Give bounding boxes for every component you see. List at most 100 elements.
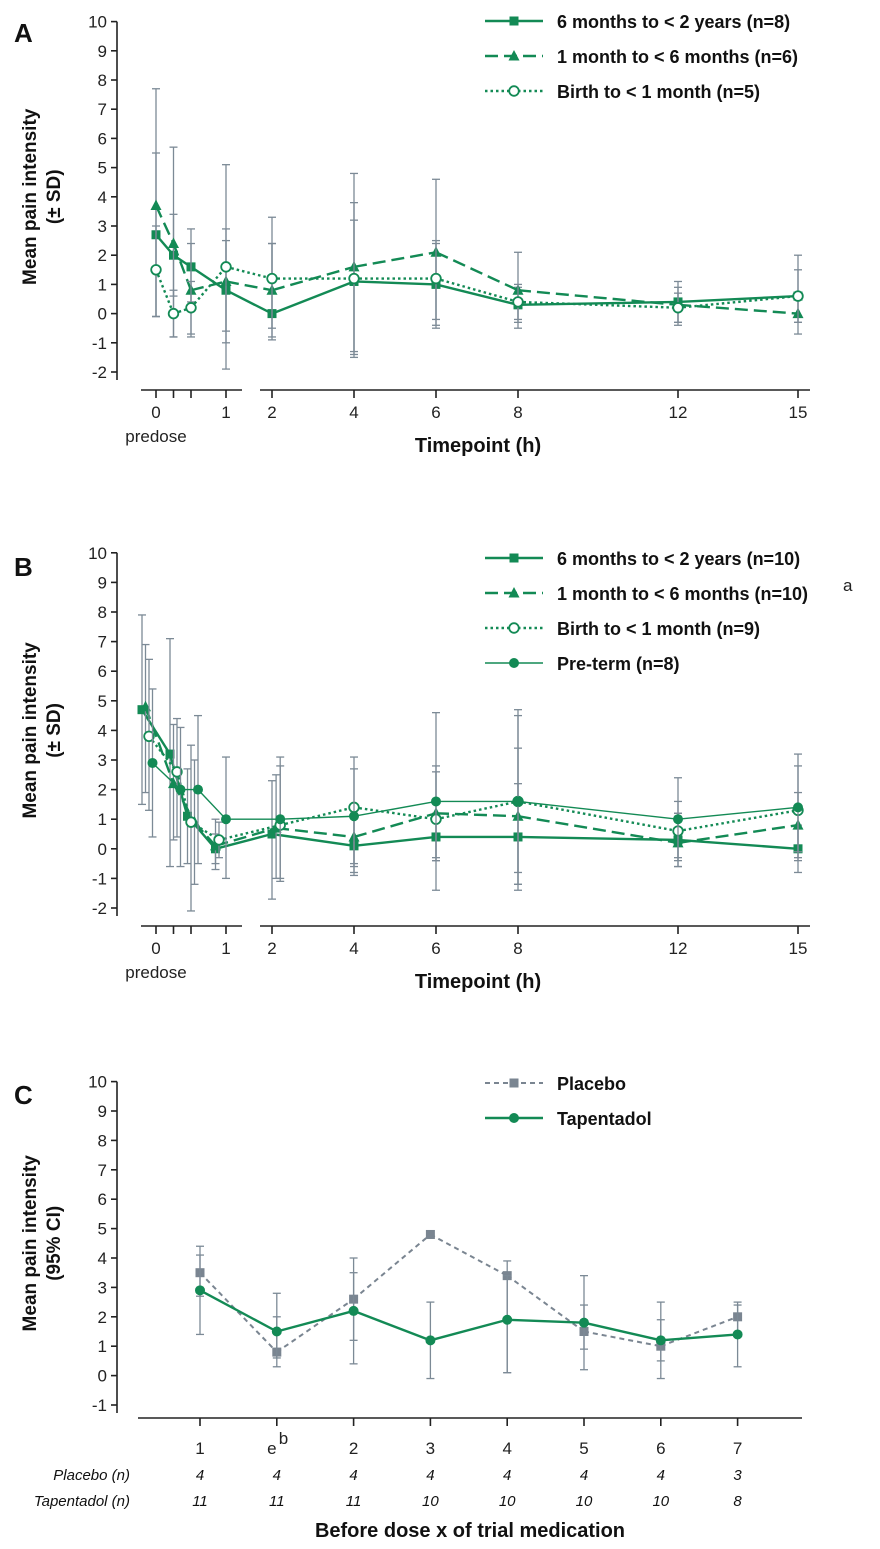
- series-line: [271, 280, 355, 315]
- legend-label: 1 month to < 6 months (n=6): [557, 47, 798, 67]
- data-point: [168, 237, 179, 249]
- legend-item: 1 month to < 6 months (n=10): [485, 584, 808, 604]
- x-tick-label: 4: [502, 1439, 511, 1458]
- predose-label: predose: [125, 427, 186, 446]
- x-tick-label: 7: [733, 1439, 742, 1458]
- series-line: [435, 812, 519, 818]
- legend-label: Placebo: [557, 1074, 626, 1094]
- legend-item: 1 month to < 6 months (n=6): [485, 47, 798, 67]
- series-line: [677, 809, 799, 833]
- y-tick-label: 3: [98, 217, 107, 236]
- legend-item: Placebo: [485, 1074, 626, 1094]
- series-line: [430, 1318, 508, 1342]
- series-line: [275, 826, 355, 839]
- y-tick-label: -1: [92, 334, 107, 353]
- data-point: [430, 272, 442, 285]
- n-row-value: 4: [196, 1467, 204, 1484]
- y-tick-label: 9: [98, 42, 107, 61]
- y-tick-label: 2: [98, 246, 107, 265]
- y-tick-label: 8: [98, 603, 107, 622]
- data-point: [275, 814, 286, 825]
- legend-item: Tapentadol: [485, 1109, 652, 1129]
- x-tick-label: 1: [221, 403, 230, 422]
- series-line: [197, 789, 227, 820]
- data-point: [220, 261, 232, 273]
- series: [147, 688, 803, 891]
- data-point: [210, 839, 221, 851]
- x-tick-label: 8: [513, 939, 522, 958]
- y-tick-label: 10: [88, 13, 107, 32]
- legend-label: 1 month to < 6 months (n=10): [557, 584, 808, 604]
- legend-label: 6 months to < 2 years (n=8): [557, 12, 790, 32]
- series-line: [280, 815, 355, 820]
- series-line: [583, 1330, 661, 1348]
- panel-c: C -1 0 1 2 3 4 5 6 7 8 9 10 Mean pain intensity (95% C…: [14, 1073, 802, 1542]
- series-line: [225, 265, 273, 280]
- x-tick-label: 15: [789, 939, 808, 958]
- y-tick-label: 4: [98, 188, 107, 207]
- x-tick-label: 2: [349, 1439, 358, 1458]
- y-axis-label-line: (± SD): [44, 703, 65, 758]
- y-tick-label: 8: [98, 71, 107, 90]
- x-tick-label: 4: [349, 939, 358, 958]
- series-line: [140, 709, 172, 755]
- legend-item: 6 months to < 2 years (n=8): [485, 12, 790, 32]
- legend-marker: [508, 622, 520, 634]
- legend-marker: [509, 553, 519, 563]
- x-axis-label: Before dose x of trial medication: [315, 1520, 625, 1542]
- data-point: [672, 302, 684, 314]
- series-line: [152, 762, 181, 791]
- n-row-value: 11: [192, 1493, 208, 1510]
- y-tick-label: -1: [92, 869, 107, 888]
- data-point: [792, 290, 804, 302]
- series-line: [353, 1309, 431, 1342]
- x-tick-label: 0: [151, 939, 160, 958]
- series: [140, 643, 804, 885]
- series-line: [352, 1233, 432, 1300]
- n-row-value: 4: [657, 1467, 665, 1484]
- data-point: [673, 814, 683, 825]
- series: [150, 88, 804, 370]
- series-line: [677, 303, 799, 315]
- data-point: [140, 700, 151, 712]
- y-tick-label: 0: [98, 1367, 107, 1386]
- legend-marker: [509, 1113, 519, 1123]
- data-point: [348, 272, 360, 285]
- data-point: [431, 796, 441, 807]
- series-line: [435, 277, 519, 304]
- data-point: [195, 1285, 205, 1296]
- series-line: [199, 1289, 278, 1333]
- data-point: [167, 307, 180, 320]
- series: [150, 164, 804, 353]
- series-line: [225, 289, 273, 315]
- series-line: [435, 283, 519, 307]
- data-point: [579, 1317, 589, 1328]
- n-row-value: 10: [499, 1493, 516, 1510]
- n-row-value: 10: [576, 1493, 593, 1510]
- series-line: [154, 269, 175, 315]
- data-point: [185, 302, 197, 314]
- series: [137, 614, 803, 900]
- y-tick-label: 1: [98, 810, 107, 829]
- n-row-value: 10: [422, 1493, 439, 1510]
- n-row-value: 4: [349, 1467, 357, 1484]
- y-axis-label: Mean pain intensity (± SD): [20, 642, 65, 819]
- legend-item: 6 months to < 2 years (n=10): [485, 549, 800, 569]
- y-tick-label: 6: [98, 1190, 107, 1209]
- y-tick-label: 0: [98, 305, 107, 324]
- series-line: [190, 265, 227, 292]
- series-line: [517, 300, 679, 309]
- y-tick-label: 10: [88, 1073, 107, 1092]
- data-point: [175, 784, 186, 795]
- n-row-value: 4: [273, 1467, 281, 1484]
- y-tick-label: 5: [98, 692, 107, 711]
- y-tick-label: 1: [98, 275, 107, 294]
- n-row-value: 4: [580, 1467, 588, 1484]
- n-row-value: 8: [733, 1493, 742, 1510]
- legend-marker: [508, 85, 520, 97]
- data-point: [143, 730, 155, 743]
- series-line: [154, 205, 175, 245]
- data-point: [213, 834, 225, 846]
